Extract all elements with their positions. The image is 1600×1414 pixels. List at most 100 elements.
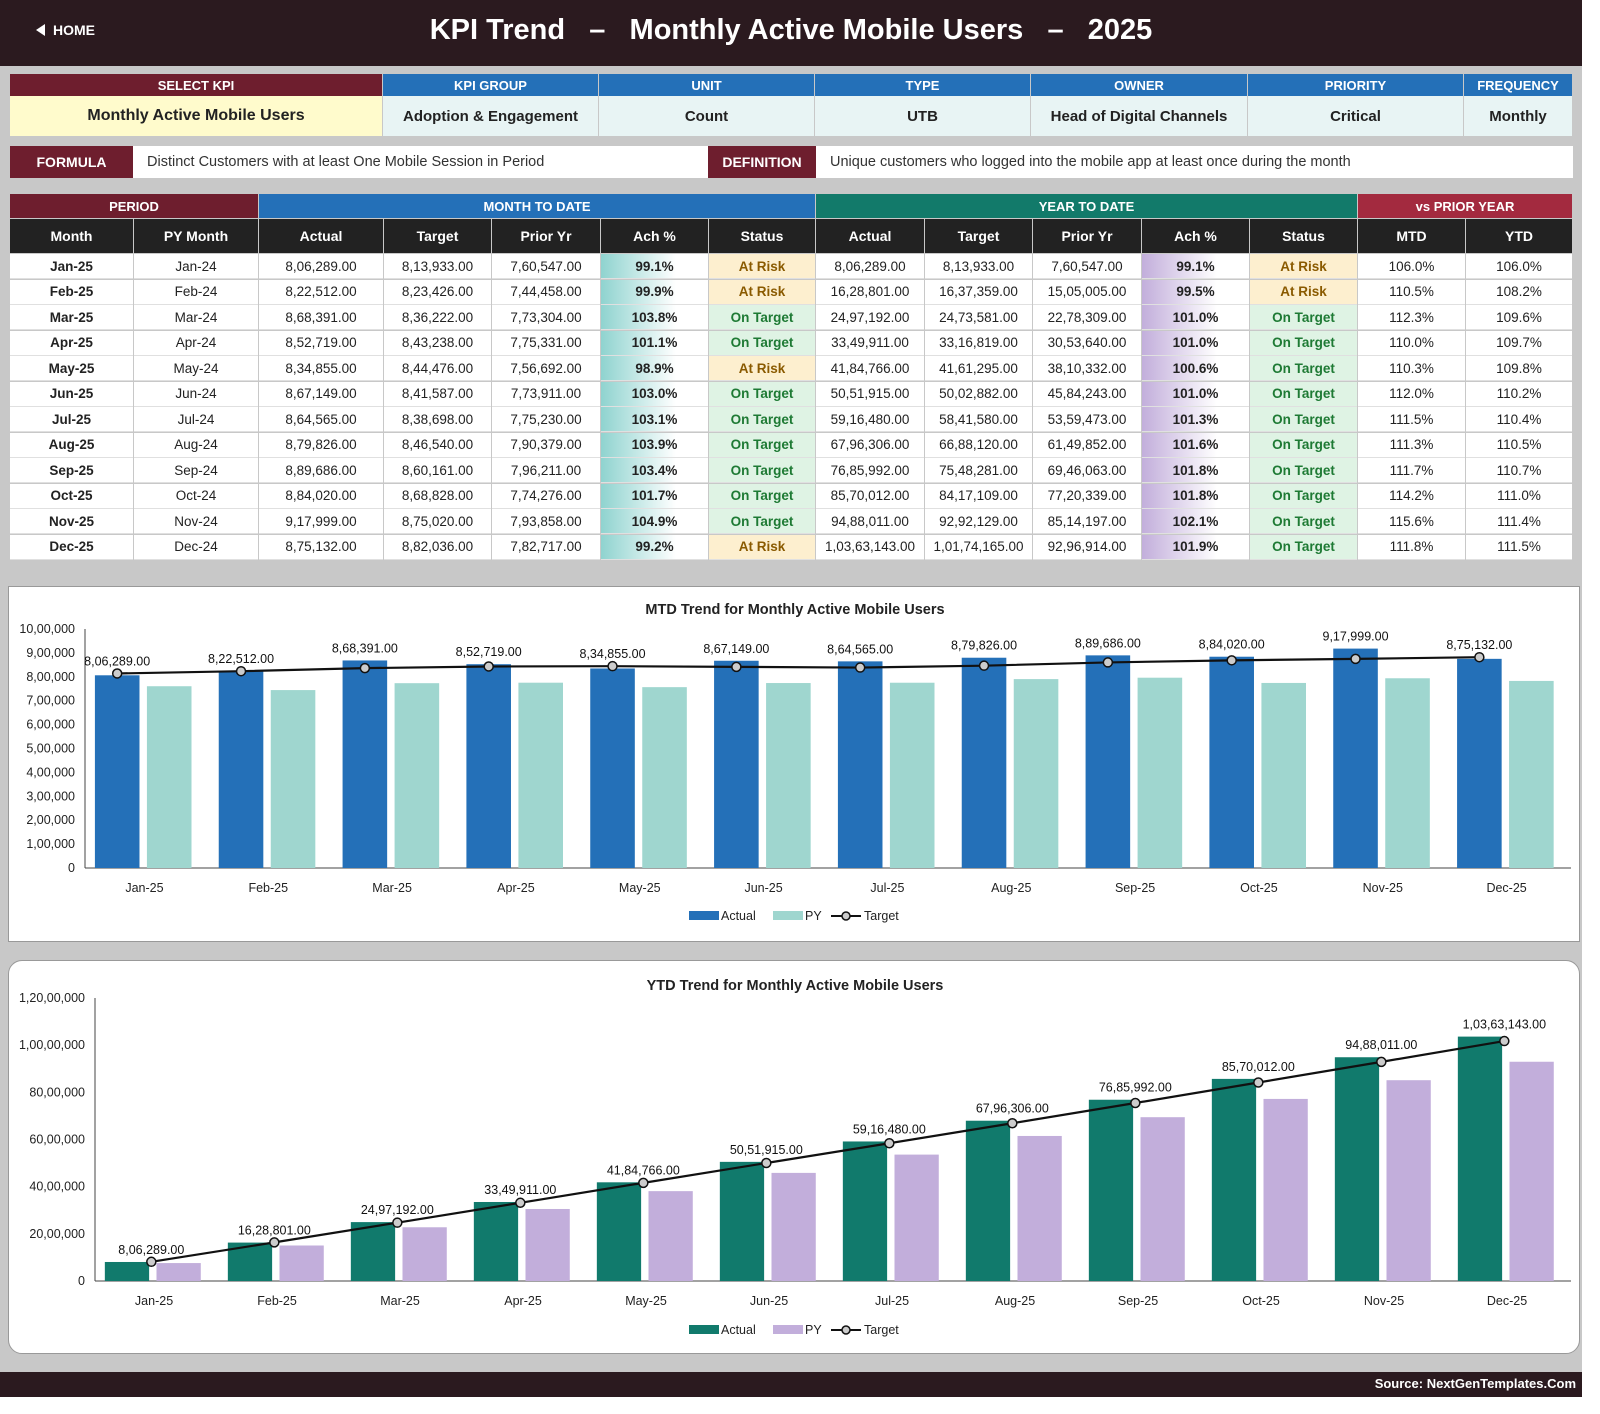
chart-title: MTD Trend for Monthly Active Mobile User… xyxy=(645,602,944,618)
column-header-12: MTD xyxy=(1358,219,1465,253)
table-cell: 24,73,581.00 xyxy=(925,305,1032,330)
y-tick-label: 1,00,00,000 xyxy=(19,1038,85,1052)
data-label: 8,84,020.00 xyxy=(1199,638,1265,652)
table-cell: 8,75,132.00 xyxy=(259,534,383,560)
bar-py xyxy=(1509,1061,1554,1281)
table-cell: 7,60,547.00 xyxy=(492,254,600,279)
target-marker xyxy=(638,1177,649,1189)
column-header-0: Month xyxy=(10,219,133,253)
table-cell: 99.1% xyxy=(601,254,708,279)
table-cell: 77,20,339.00 xyxy=(1033,483,1141,509)
table-cell: 7,56,692.00 xyxy=(492,356,600,381)
definition-label: DEFINITION xyxy=(708,146,816,178)
table-cell: 101.8% xyxy=(1142,458,1249,483)
legend-actual: Actual xyxy=(721,909,756,923)
formula-text: Distinct Customers with at least One Mob… xyxy=(133,146,708,178)
table-cell: 101.7% xyxy=(601,483,708,509)
table-cell: Sep-25 xyxy=(10,458,133,483)
table-cell: 16,28,801.00 xyxy=(816,279,924,305)
table-cell: 53,59,473.00 xyxy=(1033,407,1141,432)
target-marker xyxy=(111,668,123,679)
table-cell: On Target xyxy=(1250,458,1357,483)
table-cell: 84,17,109.00 xyxy=(925,483,1032,509)
data-label: 85,70,012.00 xyxy=(1222,1060,1295,1074)
x-tick-label: Apr-25 xyxy=(497,881,535,895)
kpi-info-value-5: Critical xyxy=(1248,96,1463,136)
target-marker xyxy=(1130,1097,1141,1109)
table-cell: 15,05,005.00 xyxy=(1033,279,1141,305)
table-cell: On Target xyxy=(1250,509,1357,534)
table-cell: 7,82,717.00 xyxy=(492,534,600,560)
table-cell: 109.6% xyxy=(1466,305,1572,330)
bar-actual xyxy=(719,1161,765,1281)
table-cell: 8,82,036.00 xyxy=(384,534,491,560)
table-cell: At Risk xyxy=(709,254,815,279)
bar-py xyxy=(1261,682,1306,868)
table-group-header-3: vs PRIOR YEAR xyxy=(1358,194,1572,218)
table-cell: 103.9% xyxy=(601,432,708,458)
bar-py xyxy=(1137,677,1183,868)
table-cell: 7,44,458.00 xyxy=(492,279,600,305)
home-label: HOME xyxy=(53,22,95,38)
chart-title: YTD Trend for Monthly Active Mobile User… xyxy=(647,978,944,994)
table-cell: 85,70,012.00 xyxy=(816,483,924,509)
data-label: 8,64,565.00 xyxy=(827,642,893,656)
table-cell: 8,34,855.00 xyxy=(259,356,383,381)
bar-actual xyxy=(1209,656,1254,868)
column-header-3: Target xyxy=(384,219,491,253)
bar-py xyxy=(402,1227,447,1281)
bar-actual xyxy=(1211,1078,1257,1281)
table-cell: 111.3% xyxy=(1358,432,1465,458)
x-tick-label: Mar-25 xyxy=(380,1294,420,1308)
table-cell: 8,60,161.00 xyxy=(384,458,491,483)
y-tick-label: 5,00,000 xyxy=(26,742,75,756)
data-label: 8,79,826.00 xyxy=(951,639,1017,653)
table-cell: 76,85,992.00 xyxy=(816,458,924,483)
table-cell: Aug-25 xyxy=(10,432,133,458)
target-marker xyxy=(731,661,742,673)
data-label: 94,88,011.00 xyxy=(1345,1038,1417,1052)
data-label: 33,49,911.00 xyxy=(484,1183,556,1197)
table-cell: 41,61,295.00 xyxy=(925,356,1032,381)
x-tick-label: Jun-25 xyxy=(750,1294,788,1308)
ytd-trend-chart: YTD Trend for Monthly Active Mobile User… xyxy=(19,978,1571,1337)
bar-actual xyxy=(1334,1057,1380,1281)
bar-py xyxy=(279,1245,324,1281)
kpi-info-label-3: TYPE xyxy=(815,74,1030,96)
bar-py xyxy=(518,682,563,868)
legend-target-marker xyxy=(841,911,851,921)
table-cell: Nov-24 xyxy=(134,509,258,534)
y-tick-label: 9,00,000 xyxy=(26,646,75,660)
bar-py xyxy=(1385,678,1430,868)
definition-text: Unique customers who logged into the mob… xyxy=(816,146,1573,178)
bar-actual xyxy=(714,660,759,868)
kpi-selector[interactable]: Monthly Active Mobile Users xyxy=(10,96,382,136)
column-header-13: YTD xyxy=(1466,219,1572,253)
table-cell: On Target xyxy=(709,432,815,458)
table-cell: 109.7% xyxy=(1466,330,1572,356)
table-cell: Dec-24 xyxy=(134,534,258,560)
table-cell: 99.5% xyxy=(1142,279,1249,305)
table-cell: On Target xyxy=(709,381,815,407)
kpi-info-value-4: Head of Digital Channels xyxy=(1031,96,1247,136)
y-tick-label: 7,00,000 xyxy=(26,694,75,708)
x-tick-label: Jan-25 xyxy=(125,881,163,895)
table-cell: 8,06,289.00 xyxy=(816,254,924,279)
table-cell: On Target xyxy=(709,407,815,432)
table-cell: 8,79,826.00 xyxy=(259,432,383,458)
table-cell: 101.9% xyxy=(1142,534,1249,560)
bar-actual xyxy=(1457,1036,1503,1281)
table-cell: 101.0% xyxy=(1142,381,1249,407)
table-cell: 33,16,819.00 xyxy=(925,330,1032,356)
table-cell: 7,74,276.00 xyxy=(492,483,600,509)
table-cell: On Target xyxy=(1250,483,1357,509)
table-cell: On Target xyxy=(1250,432,1357,458)
bar-py xyxy=(1263,1098,1308,1281)
table-cell: 111.7% xyxy=(1358,458,1465,483)
home-button[interactable]: HOME xyxy=(36,22,95,38)
bar-py xyxy=(889,682,935,868)
table-cell: At Risk xyxy=(1250,254,1357,279)
table-cell: 8,06,289.00 xyxy=(259,254,383,279)
back-arrow-icon xyxy=(36,24,45,36)
table-cell: 75,48,281.00 xyxy=(925,458,1032,483)
